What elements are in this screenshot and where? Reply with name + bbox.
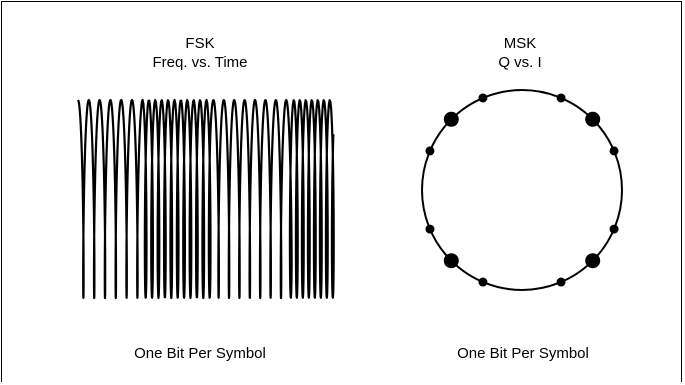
fsk-waveform [77,98,335,300]
fsk-subtitle: Freq. vs. Time [152,54,248,71]
msk-point-small [609,224,619,234]
msk-caption: One Bit Per Symbol [457,345,589,362]
msk-circle [421,89,623,291]
msk-point-large [443,111,459,127]
msk-constellation [421,89,623,291]
msk-point-small [425,146,435,156]
msk-point-large [585,111,601,127]
msk-point-small [556,93,566,103]
msk-point-small [425,224,435,234]
msk-point-small [478,93,488,103]
msk-subtitle: Q vs. I [498,54,542,71]
msk-title: MSK [503,35,537,52]
msk-point-large [443,253,459,269]
fsk-title: FSK [185,35,215,52]
msk-point-small [609,146,619,156]
msk-point-small [556,277,566,287]
msk-point-small [478,277,488,287]
fsk-caption: One Bit Per Symbol [134,345,266,362]
fsk-wave-path [77,98,335,300]
msk-point-large [585,253,601,269]
